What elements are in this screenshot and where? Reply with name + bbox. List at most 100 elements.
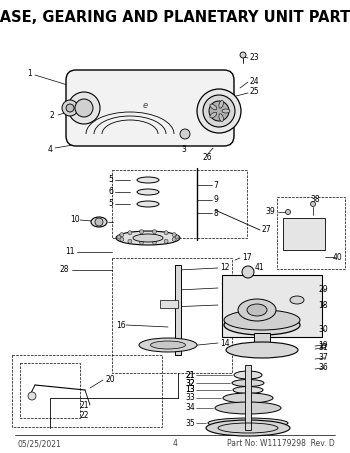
- Circle shape: [128, 239, 132, 243]
- Circle shape: [120, 232, 124, 236]
- Circle shape: [164, 239, 168, 243]
- Bar: [222, 275, 322, 337]
- Ellipse shape: [150, 341, 186, 349]
- Text: 32: 32: [186, 379, 195, 387]
- Bar: [112, 258, 232, 373]
- Text: 19: 19: [318, 341, 328, 350]
- Text: 39: 39: [265, 207, 275, 217]
- Ellipse shape: [137, 201, 159, 207]
- Text: 35: 35: [185, 419, 195, 428]
- Ellipse shape: [210, 104, 217, 110]
- Bar: [175, 265, 181, 355]
- Text: 21: 21: [80, 400, 90, 410]
- Ellipse shape: [209, 101, 229, 121]
- Text: 5: 5: [108, 175, 113, 184]
- Circle shape: [180, 129, 190, 139]
- Circle shape: [68, 92, 100, 124]
- Circle shape: [128, 231, 132, 235]
- Text: 30: 30: [318, 326, 328, 334]
- FancyBboxPatch shape: [66, 70, 234, 146]
- Ellipse shape: [247, 304, 267, 316]
- Text: 12: 12: [220, 264, 230, 273]
- Text: 23: 23: [249, 53, 259, 63]
- Text: 16: 16: [116, 321, 126, 329]
- Ellipse shape: [197, 89, 241, 133]
- Ellipse shape: [238, 299, 276, 321]
- Bar: [112, 170, 247, 238]
- Circle shape: [120, 237, 124, 241]
- Text: 18: 18: [318, 300, 328, 309]
- Text: 11: 11: [65, 247, 75, 256]
- Ellipse shape: [232, 380, 264, 386]
- Text: 2: 2: [50, 111, 54, 120]
- Text: 4: 4: [48, 145, 52, 154]
- Text: 38: 38: [310, 196, 320, 204]
- Ellipse shape: [219, 101, 223, 108]
- Bar: [254, 333, 270, 351]
- Text: 05/25/2021: 05/25/2021: [18, 439, 62, 448]
- Circle shape: [242, 266, 254, 278]
- Circle shape: [172, 237, 176, 241]
- Circle shape: [240, 52, 246, 58]
- Ellipse shape: [208, 418, 288, 428]
- Ellipse shape: [137, 177, 159, 183]
- Circle shape: [140, 230, 144, 234]
- Text: CASE, GEARING AND PLANETARY UNIT PARTS: CASE, GEARING AND PLANETARY UNIT PARTS: [0, 10, 350, 25]
- Circle shape: [62, 100, 78, 116]
- Circle shape: [66, 104, 74, 112]
- Text: 3: 3: [182, 145, 187, 154]
- Text: 4: 4: [173, 439, 177, 448]
- Circle shape: [172, 232, 176, 236]
- Text: 9: 9: [213, 196, 218, 204]
- Text: 26: 26: [202, 154, 212, 163]
- Text: 14: 14: [220, 338, 230, 347]
- Ellipse shape: [91, 217, 107, 227]
- Text: 37: 37: [318, 353, 328, 362]
- Bar: [160, 300, 178, 308]
- Ellipse shape: [222, 109, 230, 113]
- Text: 33: 33: [185, 394, 195, 403]
- Text: 36: 36: [318, 363, 328, 372]
- Circle shape: [140, 241, 144, 244]
- Ellipse shape: [233, 386, 263, 394]
- Text: 13: 13: [186, 386, 195, 395]
- Text: 7: 7: [213, 180, 218, 189]
- Circle shape: [286, 209, 290, 215]
- Ellipse shape: [215, 402, 281, 414]
- Circle shape: [75, 99, 93, 117]
- Text: 13: 13: [186, 386, 195, 395]
- Ellipse shape: [226, 342, 298, 358]
- Ellipse shape: [203, 95, 235, 127]
- Text: 20: 20: [105, 376, 115, 385]
- Ellipse shape: [139, 338, 197, 352]
- Text: 29: 29: [318, 285, 328, 294]
- Ellipse shape: [223, 393, 273, 403]
- Text: 8: 8: [213, 208, 218, 217]
- Circle shape: [95, 218, 103, 226]
- Text: 28: 28: [60, 265, 70, 275]
- Text: 15: 15: [220, 300, 230, 309]
- Text: 31: 31: [318, 343, 328, 352]
- Ellipse shape: [224, 310, 300, 330]
- Ellipse shape: [206, 420, 290, 436]
- Ellipse shape: [210, 112, 217, 118]
- Circle shape: [153, 241, 156, 244]
- Bar: [283, 218, 325, 250]
- Text: 13: 13: [220, 284, 230, 293]
- Text: 5: 5: [108, 199, 113, 208]
- Text: 1: 1: [28, 68, 32, 77]
- Text: 40: 40: [332, 252, 342, 261]
- Circle shape: [28, 392, 36, 400]
- Text: 17: 17: [242, 254, 252, 262]
- Text: e: e: [142, 101, 148, 111]
- Ellipse shape: [234, 371, 262, 379]
- Text: 41: 41: [255, 262, 265, 271]
- Ellipse shape: [137, 189, 159, 195]
- Circle shape: [117, 235, 121, 239]
- Ellipse shape: [133, 234, 163, 242]
- Text: 10: 10: [70, 216, 80, 225]
- Text: Part No: W11179298  Rev. D: Part No: W11179298 Rev. D: [227, 439, 335, 448]
- Text: 27: 27: [262, 226, 272, 235]
- Circle shape: [175, 235, 179, 239]
- Circle shape: [153, 230, 156, 234]
